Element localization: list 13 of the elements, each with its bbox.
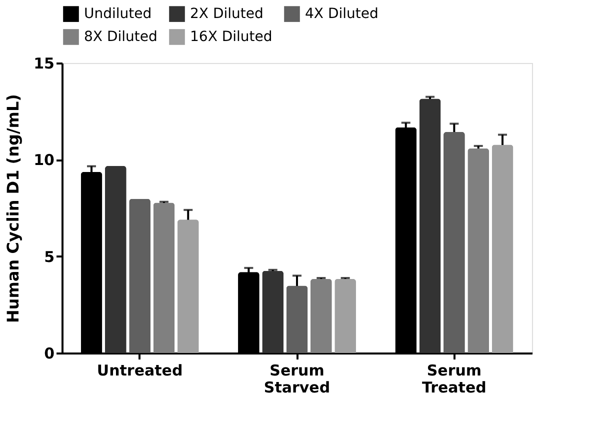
y-tick-label: 10 <box>34 151 54 170</box>
x-tick-label: Untreated <box>96 362 183 380</box>
legend-label: Undiluted <box>84 6 152 22</box>
legend-label: 16X Diluted <box>190 29 272 45</box>
x-tick-label: Serum Starved <box>264 362 330 396</box>
y-tick-label: 0 <box>44 344 54 362</box>
y-axis-title: Human Cyclin D1 (ng/mL) <box>4 94 23 323</box>
y-tick-label: 5 <box>44 248 54 266</box>
legend-label: 4X Diluted <box>305 6 378 22</box>
legend-label: 8X Diluted <box>84 29 158 45</box>
y-tick-label: 15 <box>34 54 54 72</box>
x-tick-label: Serum Treated <box>422 362 486 396</box>
legend-label: 2X Diluted <box>190 6 264 22</box>
